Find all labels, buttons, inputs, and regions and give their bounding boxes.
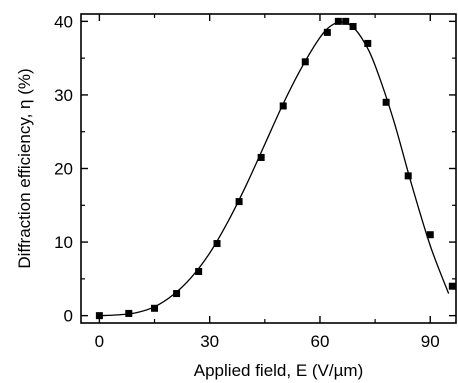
data-point: [382, 98, 390, 106]
data-point: [213, 240, 221, 248]
y-tick-label: 40: [54, 12, 73, 31]
data-point: [173, 290, 181, 298]
data-point: [279, 102, 287, 110]
data-point: [404, 172, 412, 180]
data-point: [323, 28, 331, 36]
data-point: [364, 39, 372, 47]
data-point: [151, 304, 159, 312]
plot-area: [95, 17, 456, 320]
axes: 0 30 60 90 0 10 20 30 40: [54, 12, 457, 351]
x-tick-label: 60: [311, 332, 330, 351]
x-tick-label: 30: [200, 332, 219, 351]
data-point: [235, 198, 243, 206]
y-axis-title: Diffraction efficiency, η (%): [15, 68, 34, 268]
x-tick-label: 90: [421, 332, 440, 351]
x-axis-title: Applied field, E (V/µm): [194, 361, 363, 380]
data-point: [257, 153, 265, 161]
data-point: [195, 268, 203, 275]
data-point: [334, 17, 342, 25]
data-point: [448, 282, 456, 290]
data-point: [342, 17, 350, 25]
y-tick-label: 20: [54, 160, 73, 179]
plot-frame: [80, 13, 457, 324]
fit-curve: [99, 21, 450, 317]
y-tick-label: 0: [64, 307, 73, 326]
y-tick-label: 30: [54, 86, 73, 105]
y-tick-label: 10: [54, 233, 73, 252]
x-tick-label: 0: [95, 332, 104, 351]
data-point: [426, 231, 434, 239]
